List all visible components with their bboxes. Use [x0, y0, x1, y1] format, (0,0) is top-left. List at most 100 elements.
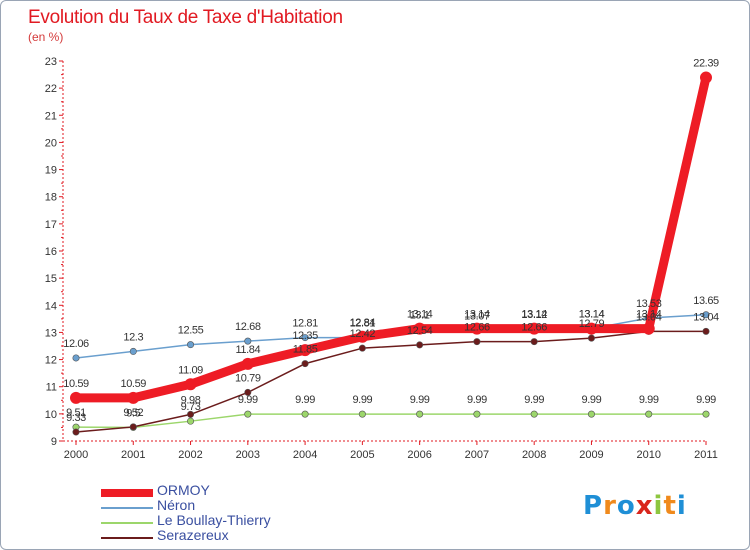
chart-unit-label: (en %): [28, 30, 64, 44]
logo-letter: t: [663, 491, 677, 521]
y-tick-label: 13: [45, 327, 57, 339]
data-point: [473, 410, 481, 418]
data-label: 13.07: [464, 311, 490, 323]
data-label: 9.99: [582, 394, 602, 406]
data-point: [299, 344, 312, 357]
data-label: 11.84: [235, 344, 260, 356]
data-point: [187, 417, 195, 425]
data-point: [301, 360, 309, 368]
data-point: [413, 322, 426, 335]
data-label: 11.85: [293, 344, 318, 356]
data-label: 9.33: [66, 412, 86, 424]
legend-swatch: [101, 522, 153, 524]
data-label: 9.51: [66, 407, 86, 419]
data-point: [587, 410, 595, 418]
data-label: 12.81: [350, 318, 376, 330]
data-label: 9.73: [181, 401, 201, 413]
x-tick-label: 2006: [407, 449, 431, 461]
y-tick-label: 23: [45, 56, 57, 68]
chart-title: Evolution du Taux de Taxe d'Habitation: [28, 7, 343, 28]
data-label: 12.35: [292, 330, 318, 342]
data-label: 9.99: [295, 394, 315, 406]
data-point: [642, 322, 655, 335]
y-tick-label: 16: [45, 246, 57, 258]
data-label: 9.98: [181, 394, 201, 406]
data-label: 9.99: [238, 394, 258, 406]
data-point: [129, 423, 137, 431]
y-tick-label: 10: [45, 409, 57, 421]
y-tick-label: 22: [45, 83, 57, 95]
data-point: [244, 388, 252, 396]
x-tick-label: 2004: [293, 449, 317, 461]
data-label: 12.42: [350, 328, 376, 340]
data-label: 9.99: [639, 394, 659, 406]
data-label: 13.1: [410, 310, 430, 322]
data-point: [184, 378, 197, 391]
data-point: [530, 410, 538, 418]
x-tick-label: 2003: [236, 449, 260, 461]
data-point: [358, 344, 366, 352]
data-label: 13.53: [636, 298, 662, 310]
data-point: [645, 410, 653, 418]
series-line-3: [75, 330, 707, 433]
data-label: 13.14: [636, 309, 662, 321]
data-point: [416, 341, 424, 349]
data-label: 12.3: [123, 331, 143, 343]
y-tick-label: 18: [45, 192, 57, 204]
data-point: [241, 357, 254, 370]
data-label: 9.5: [126, 407, 140, 419]
y-tick-label: 20: [45, 137, 57, 149]
legend-label: Serazereux: [157, 527, 229, 543]
series-line-0: [71, 73, 711, 403]
legend-label: Néron: [157, 497, 196, 513]
data-label: 10.59: [63, 378, 89, 390]
data-label: 12.66: [464, 322, 490, 334]
data-label: 9.99: [467, 394, 487, 406]
data-label: 12.54: [407, 325, 433, 337]
data-label: 13.14: [579, 309, 605, 321]
data-label: 13.65: [693, 295, 719, 307]
data-label: 9.99: [524, 394, 544, 406]
data-label: 9.99: [410, 394, 430, 406]
proxiti-logo: Proxiti: [583, 491, 687, 521]
logo-letter: o: [616, 491, 636, 521]
data-point: [127, 391, 140, 404]
data-label: 10.79: [235, 372, 261, 384]
data-point: [356, 330, 369, 343]
data-point: [187, 410, 195, 418]
data-point: [187, 341, 195, 349]
legend-label: ORMOY: [157, 482, 210, 498]
data-label: 13.14: [407, 309, 433, 321]
legend-label: Le Boullay-Thierry: [157, 512, 271, 528]
data-point: [244, 410, 252, 418]
logo-letter: i: [653, 491, 664, 521]
data-label: 22.39: [693, 58, 719, 70]
data-label: 12.55: [178, 325, 204, 337]
data-point: [473, 338, 481, 346]
data-label: 13.14: [521, 309, 547, 321]
x-tick-label: 2000: [64, 449, 88, 461]
data-point: [702, 410, 710, 418]
x-tick-label: 2002: [178, 449, 202, 461]
series-line-2: [75, 413, 707, 429]
x-tick-label: 2010: [636, 449, 660, 461]
data-label: 13.14: [579, 309, 605, 321]
data-label: 12.81: [292, 318, 318, 330]
y-tick-label: 12: [45, 355, 57, 367]
data-label: 9.99: [352, 394, 372, 406]
y-tick-label: 19: [45, 165, 57, 177]
data-label: 9.99: [696, 394, 716, 406]
data-point: [585, 322, 598, 335]
data-point: [700, 71, 712, 84]
data-label: 12.06: [63, 338, 89, 350]
logo-letter: r: [603, 491, 617, 521]
y-tick-label: 17: [45, 219, 57, 231]
logo-letter: i: [676, 491, 687, 521]
x-tick-label: 2008: [522, 449, 546, 461]
data-point: [72, 428, 80, 436]
legend-swatch: [101, 507, 153, 509]
data-point: [244, 337, 252, 345]
data-point: [129, 347, 137, 355]
